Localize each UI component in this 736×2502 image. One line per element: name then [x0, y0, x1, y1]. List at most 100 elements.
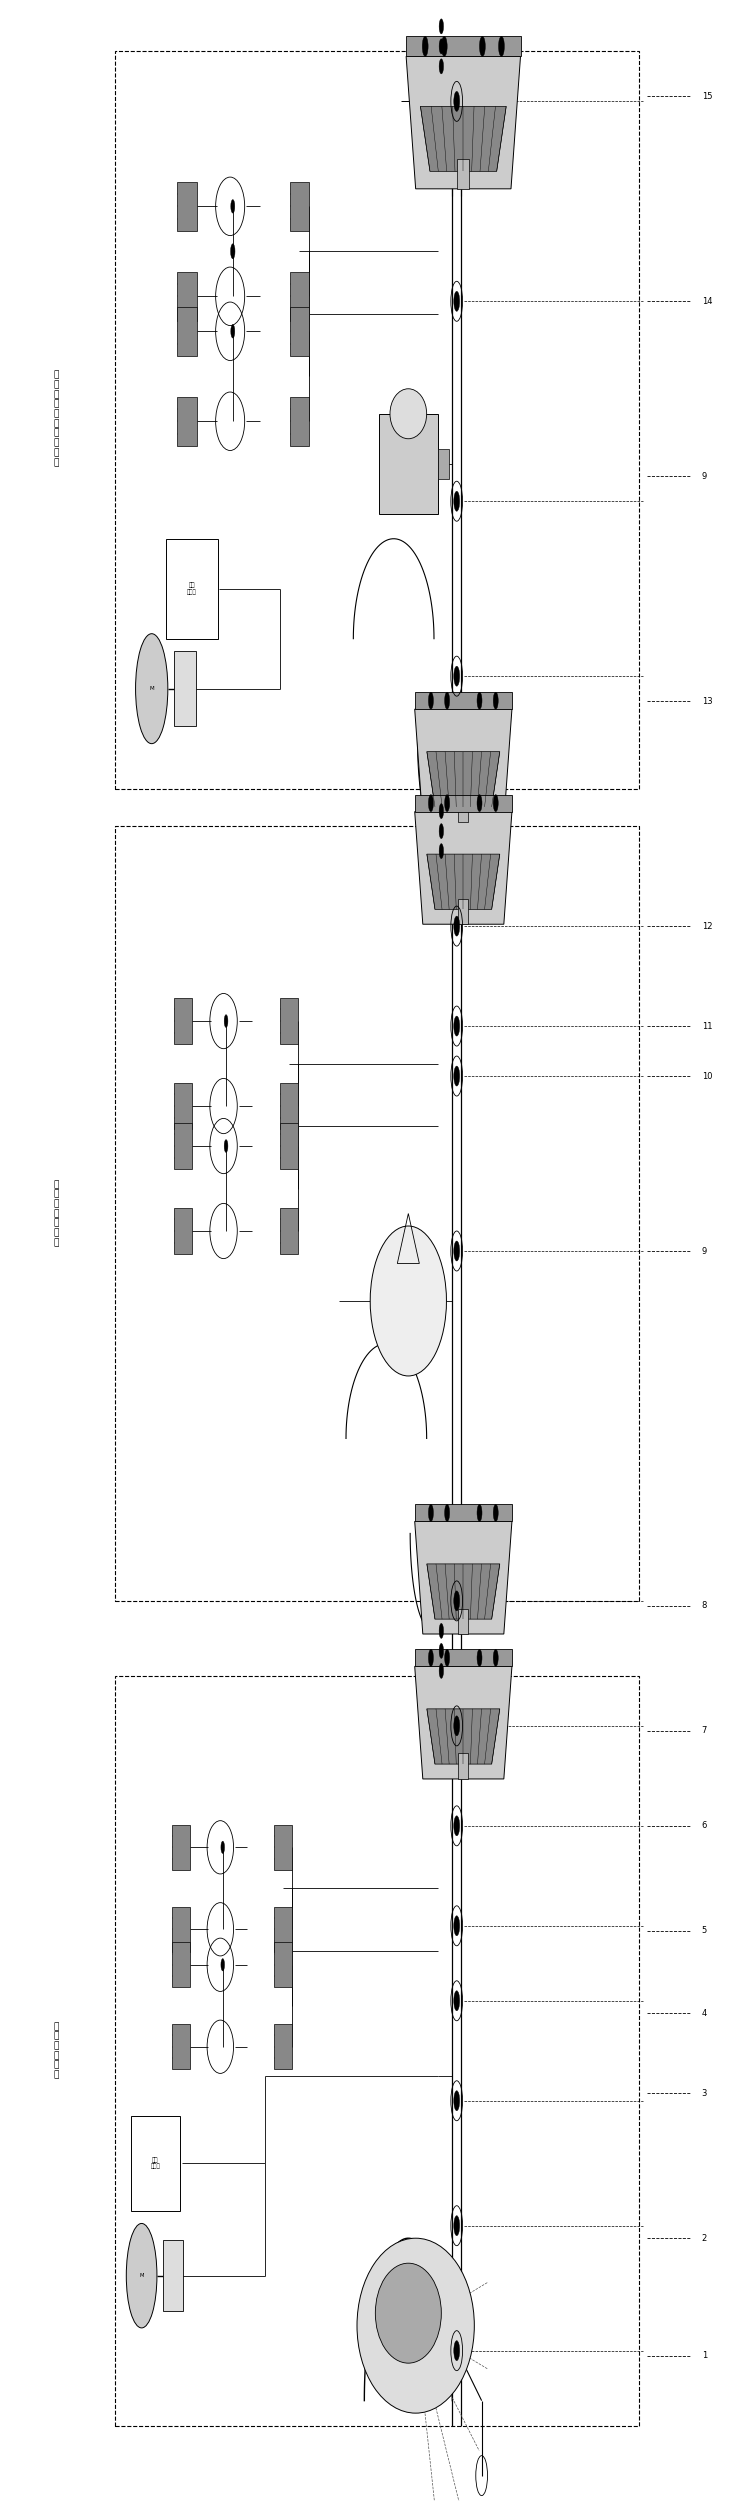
Text: 中
间
节
制
动
示
意: 中 间 节 制 动 示 意 — [54, 1181, 59, 1246]
Circle shape — [445, 1504, 450, 1521]
Circle shape — [493, 1504, 498, 1521]
Circle shape — [231, 325, 235, 338]
Circle shape — [498, 38, 504, 58]
Polygon shape — [289, 183, 309, 230]
Polygon shape — [289, 395, 309, 445]
Polygon shape — [280, 1083, 298, 1128]
Circle shape — [439, 1664, 444, 1679]
Circle shape — [454, 2092, 460, 2112]
Circle shape — [493, 693, 498, 708]
Circle shape — [454, 1066, 460, 1086]
Circle shape — [127, 2224, 157, 2327]
Polygon shape — [414, 708, 512, 821]
Circle shape — [493, 796, 498, 811]
Circle shape — [442, 38, 447, 58]
Ellipse shape — [370, 1226, 447, 1376]
Text: 9: 9 — [701, 1246, 707, 1256]
Circle shape — [439, 20, 444, 35]
Circle shape — [445, 796, 450, 811]
Circle shape — [428, 1649, 434, 1666]
Ellipse shape — [375, 2264, 442, 2364]
Polygon shape — [459, 898, 468, 923]
Circle shape — [445, 693, 450, 708]
Text: 10: 10 — [701, 1071, 712, 1081]
Polygon shape — [414, 1666, 512, 1779]
Polygon shape — [427, 1709, 500, 1764]
Text: 6: 6 — [701, 1821, 707, 1831]
Polygon shape — [414, 693, 512, 708]
Circle shape — [428, 1504, 434, 1521]
Circle shape — [439, 60, 444, 75]
Polygon shape — [172, 1907, 191, 1952]
Circle shape — [479, 38, 485, 58]
Circle shape — [230, 243, 235, 258]
Text: 1: 1 — [701, 2352, 707, 2359]
Text: 8: 8 — [701, 1601, 707, 1611]
Circle shape — [454, 1016, 460, 1036]
Polygon shape — [280, 998, 298, 1043]
Circle shape — [439, 823, 444, 838]
Polygon shape — [459, 796, 468, 821]
Polygon shape — [414, 811, 512, 923]
Polygon shape — [275, 2024, 292, 2069]
Polygon shape — [177, 273, 197, 320]
Circle shape — [454, 1716, 460, 1736]
Polygon shape — [459, 1754, 468, 1779]
Polygon shape — [414, 1521, 512, 1634]
Polygon shape — [414, 1504, 512, 1521]
Circle shape — [454, 490, 460, 510]
Polygon shape — [280, 1123, 298, 1168]
Polygon shape — [427, 751, 500, 806]
Circle shape — [477, 796, 482, 811]
Polygon shape — [427, 1564, 500, 1619]
Circle shape — [454, 2342, 460, 2362]
Circle shape — [454, 2217, 460, 2237]
Polygon shape — [177, 183, 197, 230]
Circle shape — [221, 1841, 224, 1854]
Text: M: M — [139, 2274, 144, 2279]
Circle shape — [454, 1917, 460, 1937]
Polygon shape — [163, 2239, 183, 2312]
Circle shape — [477, 1649, 482, 1666]
Polygon shape — [174, 1208, 192, 1254]
Polygon shape — [177, 395, 197, 445]
Polygon shape — [280, 1208, 298, 1254]
Text: 13: 13 — [701, 696, 712, 706]
Circle shape — [428, 796, 434, 811]
Circle shape — [422, 38, 428, 58]
Polygon shape — [172, 1824, 191, 1869]
Polygon shape — [275, 1942, 292, 1987]
Polygon shape — [174, 1083, 192, 1128]
Polygon shape — [459, 1609, 468, 1634]
Circle shape — [439, 40, 444, 55]
Circle shape — [439, 1644, 444, 1659]
Polygon shape — [172, 2024, 191, 2069]
Text: 5: 5 — [701, 1927, 707, 1934]
Text: 12: 12 — [701, 921, 712, 931]
Text: M: M — [149, 686, 154, 691]
Text: 头
节
液
压
制
动
系
统
示
意: 头 节 液 压 制 动 系 统 示 意 — [54, 370, 59, 468]
Circle shape — [454, 1816, 460, 1836]
Ellipse shape — [357, 2239, 474, 2412]
Circle shape — [224, 1016, 228, 1028]
Text: 制动
控制器: 制动 控制器 — [187, 583, 197, 595]
Text: 15: 15 — [701, 93, 712, 100]
Circle shape — [439, 843, 444, 858]
Polygon shape — [414, 796, 512, 811]
Circle shape — [221, 1959, 224, 1972]
Circle shape — [477, 1504, 482, 1521]
Polygon shape — [275, 1824, 292, 1869]
Circle shape — [454, 916, 460, 936]
Polygon shape — [289, 273, 309, 320]
Polygon shape — [379, 413, 438, 513]
Text: 9: 9 — [701, 473, 707, 480]
Polygon shape — [420, 108, 506, 170]
Polygon shape — [406, 38, 520, 58]
Polygon shape — [458, 158, 469, 188]
Text: 11: 11 — [701, 1021, 712, 1031]
Circle shape — [135, 633, 168, 743]
Circle shape — [445, 1649, 450, 1666]
Polygon shape — [438, 448, 449, 478]
Circle shape — [454, 1591, 460, 1611]
Polygon shape — [406, 58, 520, 188]
